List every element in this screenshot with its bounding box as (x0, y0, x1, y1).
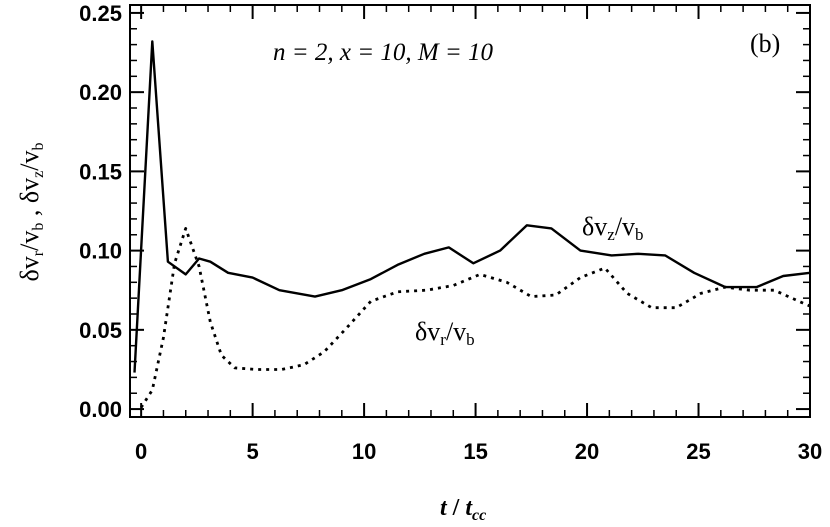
y-tick-label: 0.25 (79, 1, 122, 26)
series-line-vz (133, 40, 811, 373)
x-tick-label: 0 (135, 439, 147, 464)
x-axis-ticks (140, 5, 811, 417)
x-tick-label: 15 (463, 439, 487, 464)
y-tick-label: 0.20 (79, 80, 122, 105)
x-tick-label: 20 (575, 439, 599, 464)
y-axis-ticks (130, 11, 810, 411)
x-tick-label: 5 (246, 439, 258, 464)
y-tick-label: 0.00 (79, 397, 122, 422)
plot-frame (129, 4, 811, 418)
x-tick-label: 30 (798, 439, 822, 464)
panel-label: (b) (750, 29, 780, 58)
y-tick-label: 0.05 (79, 318, 122, 343)
x-tick-label: 25 (686, 439, 710, 464)
series-layer (133, 40, 811, 409)
chart-annotation: n = 2, x = 10, M = 10 (273, 39, 494, 66)
x-axis-tick-labels: 0 5 10 15 20 25 30 (135, 439, 822, 464)
y-tick-label: 0.10 (79, 239, 122, 264)
x-axis-label: t / tcc (440, 495, 486, 524)
curve-label-vr: δvr/vb (415, 317, 475, 349)
y-tick-label: 0.15 (79, 159, 122, 184)
curve-label-vz: δvz/vb (582, 212, 644, 244)
y-axis-label: δvr/vb , δvz/vb (15, 143, 47, 282)
series-line-vr (139, 226, 811, 409)
y-axis-tick-labels: 0.00 0.05 0.10 0.15 0.20 0.25 (79, 1, 122, 422)
x-tick-label: 10 (352, 439, 376, 464)
